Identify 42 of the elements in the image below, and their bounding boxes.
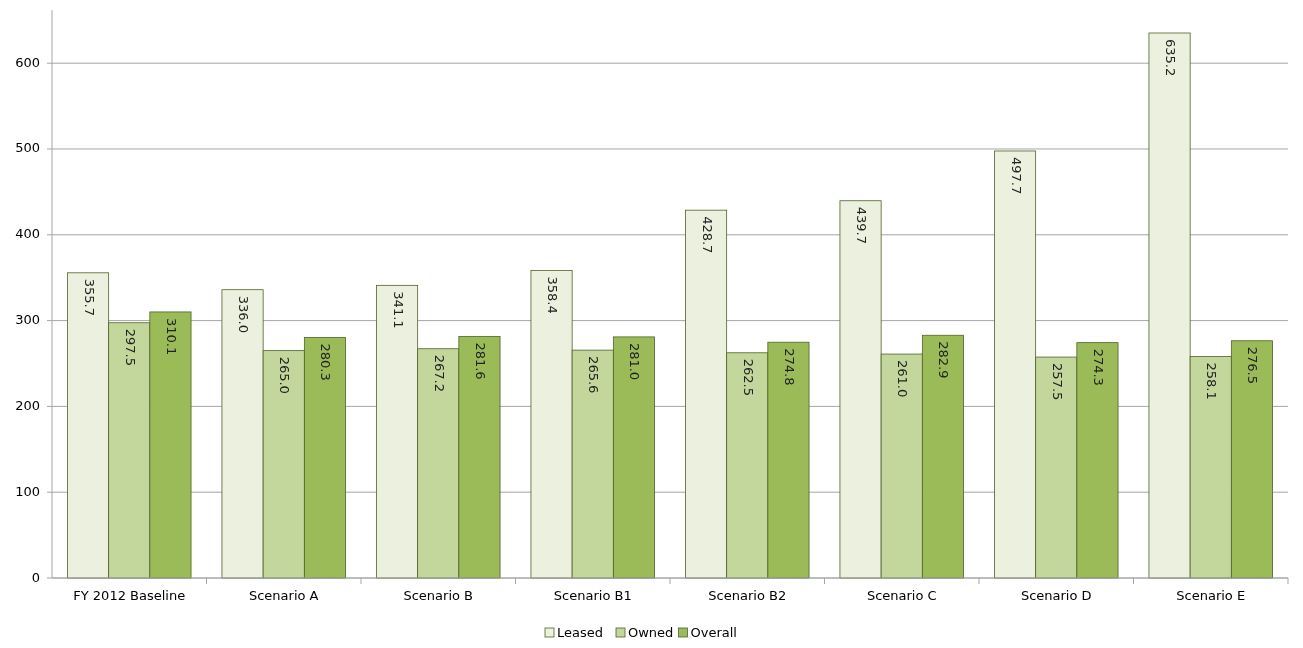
- x-tick-label: FY 2012 Baseline: [73, 588, 186, 603]
- y-tick-label: 400: [15, 226, 40, 242]
- data-label: 257.5: [1049, 363, 1065, 401]
- data-label: 258.1: [1204, 362, 1220, 400]
- data-label: 297.5: [122, 328, 138, 366]
- data-label: 341.1: [390, 291, 406, 329]
- x-tick-label: Scenario D: [1020, 588, 1092, 603]
- y-tick-label: 600: [15, 54, 40, 70]
- data-label: 635.2: [1163, 38, 1179, 77]
- data-label: 262.5: [740, 358, 756, 396]
- legend-label: Owned: [628, 624, 674, 640]
- data-label: 281.6: [472, 342, 488, 380]
- y-tick-label: 300: [15, 312, 40, 328]
- x-tick-label: Scenario B2: [708, 588, 787, 603]
- data-label: 274.8: [781, 348, 797, 386]
- legend-label: Leased: [557, 624, 604, 640]
- data-label: 276.5: [1245, 346, 1261, 384]
- data-label: 428.7: [699, 216, 715, 254]
- y-tick-label: 100: [15, 483, 40, 499]
- x-tick-label: Scenario B: [403, 588, 474, 603]
- data-label: 261.0: [895, 360, 911, 398]
- data-label: 280.3: [318, 343, 334, 381]
- y-tick-label: 200: [15, 397, 40, 413]
- x-tick-label: Scenario B1: [553, 588, 632, 603]
- x-tick-label: Scenario C: [866, 588, 937, 603]
- x-tick-label: Scenario A: [248, 588, 319, 603]
- data-label: 265.6: [586, 356, 602, 394]
- data-label: 439.7: [854, 206, 870, 244]
- x-tick-label: Scenario E: [1176, 588, 1246, 603]
- legend-label: Overall: [690, 624, 737, 640]
- y-tick-label: 0: [31, 569, 40, 585]
- data-label: 282.9: [936, 341, 952, 379]
- data-label: 336.0: [236, 295, 252, 333]
- data-label: 358.4: [545, 276, 561, 314]
- data-label: 497.7: [1008, 156, 1024, 195]
- data-label: 265.0: [277, 356, 293, 394]
- data-label: 310.1: [163, 317, 179, 356]
- y-tick-label: 500: [15, 140, 40, 156]
- data-label: 267.2: [431, 354, 447, 392]
- data-label: 355.7: [81, 278, 97, 317]
- data-label: 281.0: [627, 342, 643, 381]
- data-label: 274.3: [1090, 348, 1106, 386]
